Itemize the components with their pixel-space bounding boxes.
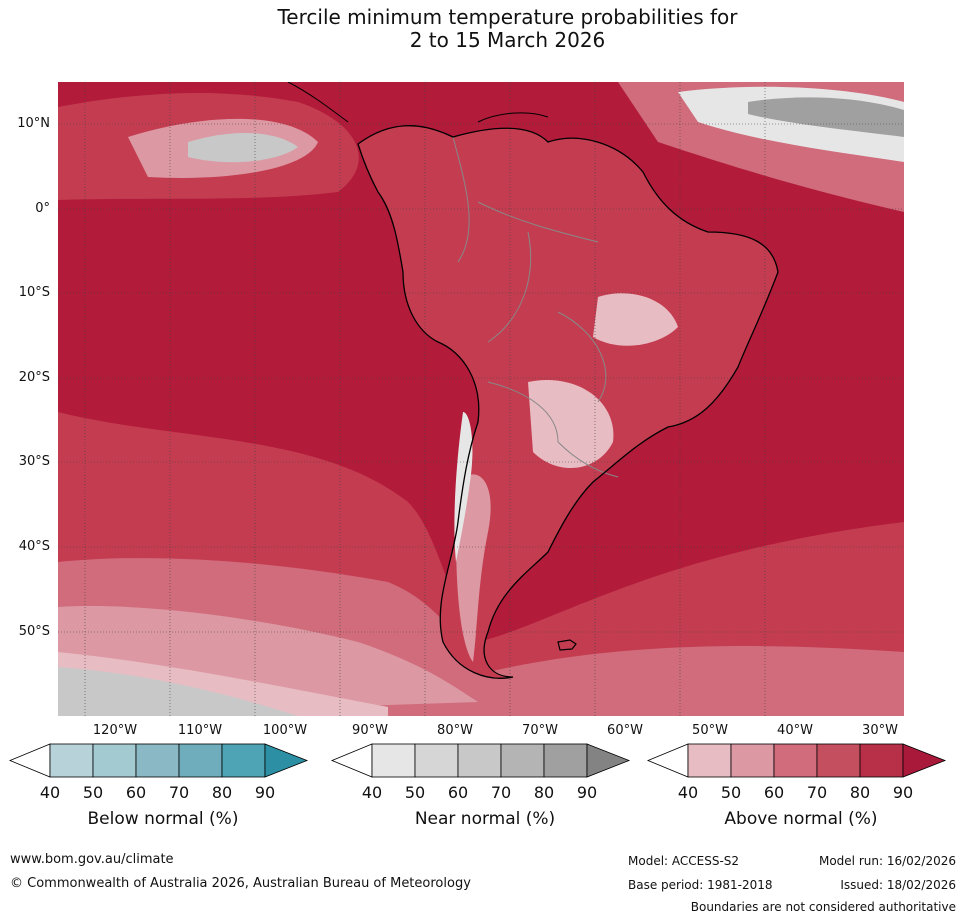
country-borders — [452, 136, 619, 478]
land-above-60-andes-zone — [456, 474, 491, 662]
boundaries-disclaimer: Boundaries are not considered authoritat… — [690, 900, 956, 914]
chart-title: Tercile minimum temperature probabilitie… — [0, 6, 965, 52]
base-period: Base period: 1981-2018 — [628, 878, 773, 892]
colorbar-max-extend — [264, 743, 309, 778]
longitude-label: 30°W — [862, 723, 898, 738]
website-link[interactable]: www.bom.gov.au/climate — [10, 852, 174, 867]
near-normal-southwest-zone — [58, 667, 298, 716]
latitude-label: 0° — [35, 201, 50, 216]
issued-date: Issued: 18/02/2026 — [840, 878, 956, 892]
colorbar-tick-label: 80 — [849, 783, 871, 802]
colorbar-segment — [371, 743, 416, 778]
below-normal-title: Below normal (%) — [87, 809, 239, 829]
latitude-label: 10°N — [17, 116, 50, 131]
colorbar-segment — [816, 743, 861, 778]
longitude-label: 60°W — [607, 723, 643, 738]
colorbar-tick-label: 40 — [677, 783, 699, 802]
near-normal-colorbar — [330, 743, 631, 778]
colorbar-segment — [859, 743, 904, 778]
longitude-label: 100°W — [262, 723, 308, 738]
colorbar-tick-label: 40 — [39, 783, 61, 802]
colorbar-min-extend — [330, 743, 373, 778]
colorbar-segment — [49, 743, 94, 778]
longitude-label: 110°W — [177, 723, 223, 738]
latitude-label: 20°S — [18, 370, 50, 385]
latitude-label: 40°S — [18, 539, 50, 554]
colorbar-min-extend — [8, 743, 51, 778]
colorbar-tick-label: 90 — [576, 783, 598, 802]
graticule-lines — [58, 82, 904, 716]
model-name: Model: ACCESS-S2 — [628, 854, 740, 868]
colorbar-segment — [687, 743, 732, 778]
probability-map — [58, 82, 904, 716]
longitude-label: 120°W — [92, 723, 138, 738]
near-normal-legend: 40 50 60 70 80 90 Near normal (%) — [330, 740, 640, 840]
longitude-label: 40°W — [777, 723, 813, 738]
colorbar-tick-label: 50 — [82, 783, 104, 802]
colorbar-segment — [135, 743, 180, 778]
colorbar-tick-label: 50 — [404, 783, 426, 802]
above-normal-legend: 40 50 60 70 80 90 Above normal (%) — [646, 740, 956, 840]
copyright-text: © Commonwealth of Australia 2026, Austra… — [10, 876, 471, 891]
colorbar-segment — [543, 743, 588, 778]
longitude-label: 80°W — [437, 723, 473, 738]
colorbar-tick-label: 80 — [533, 783, 555, 802]
longitude-label: 70°W — [522, 723, 558, 738]
latitude-label: 50°S — [18, 624, 50, 639]
longitude-label: 90°W — [352, 723, 388, 738]
colorbar-tick-label: 60 — [447, 783, 469, 802]
latitude-label: 30°S — [18, 454, 50, 469]
near-normal-title: Near normal (%) — [414, 809, 556, 829]
near-normal-northwest-zone — [188, 132, 298, 163]
near-normal-80-northeast-zone — [748, 97, 904, 137]
coastline — [357, 125, 779, 679]
latitude-label: 10°S — [18, 285, 50, 300]
colorbar-tick-label: 40 — [361, 783, 383, 802]
colorbar-segment — [457, 743, 502, 778]
colorbar-segment — [500, 743, 545, 778]
land-above-50-zone — [528, 380, 614, 469]
colorbar-tick-label: 90 — [254, 783, 276, 802]
colorbar-tick-label: 60 — [763, 783, 785, 802]
falkland-islands — [557, 639, 577, 651]
title-line-2: 2 to 15 March 2026 — [409, 28, 606, 52]
colorbar-tick-label: 60 — [125, 783, 147, 802]
colorbar-segment — [773, 743, 818, 778]
colorbar-max-extend — [586, 743, 631, 778]
colorbar-segment — [221, 743, 266, 778]
longitude-label: 50°W — [692, 723, 728, 738]
colorbar-tick-label: 70 — [168, 783, 190, 802]
colorbar-tick-label: 70 — [490, 783, 512, 802]
colorbar-tick-label: 50 — [720, 783, 742, 802]
below-normal-colorbar — [8, 743, 309, 778]
colorbar-segment — [414, 743, 459, 778]
colorbar-tick-label: 70 — [806, 783, 828, 802]
above-normal-title: Above normal (%) — [724, 809, 878, 829]
model-run-date: Model run: 16/02/2026 — [818, 854, 956, 868]
caribbean-coast — [287, 82, 549, 123]
below-normal-legend: 40 50 60 70 80 90 Below normal (%) — [8, 740, 318, 840]
colorbar-tick-label: 80 — [211, 783, 233, 802]
colorbar-tick-label: 90 — [892, 783, 914, 802]
title-line-1: Tercile minimum temperature probabilitie… — [277, 5, 738, 29]
above-normal-colorbar — [646, 743, 947, 778]
land-near-normal-zone — [593, 293, 678, 346]
colorbar-max-extend — [902, 743, 947, 778]
colorbar-min-extend — [646, 743, 689, 778]
colorbar-segment — [92, 743, 137, 778]
colorbar-segment — [730, 743, 775, 778]
colorbar-segment — [178, 743, 223, 778]
